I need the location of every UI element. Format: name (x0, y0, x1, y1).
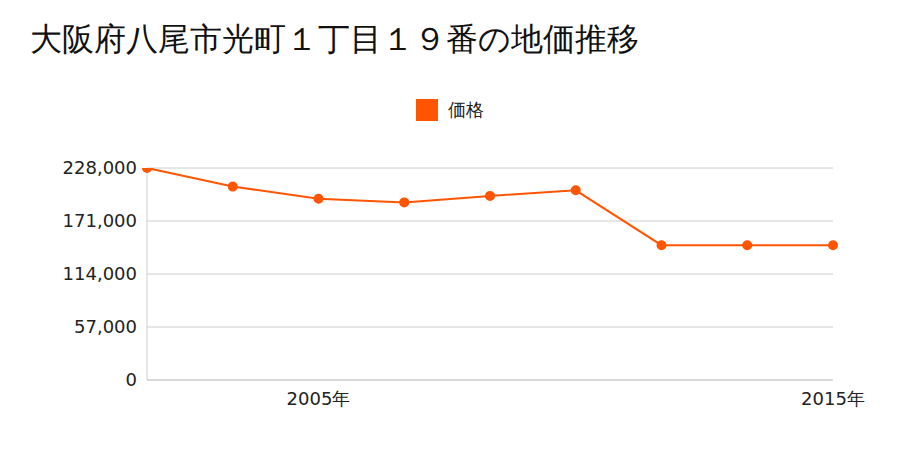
svg-text:0: 0 (126, 369, 137, 390)
html-text:大阪府八尾市光町１丁目１９番の地価推移: 大阪府八尾市光町１丁目１９番の地価推移 (30, 20, 639, 58)
svg-text:228,000: 228,000 (63, 157, 137, 178)
svg-text:2015年: 2015年 (801, 388, 865, 409)
svg-text:2005年: 2005年 (287, 388, 351, 409)
svg-text:57,000: 57,000 (74, 316, 137, 337)
html-text:価格: 価格 (448, 99, 484, 120)
svg-text:114,000: 114,000 (63, 263, 137, 284)
svg-text:171,000: 171,000 (63, 210, 137, 231)
